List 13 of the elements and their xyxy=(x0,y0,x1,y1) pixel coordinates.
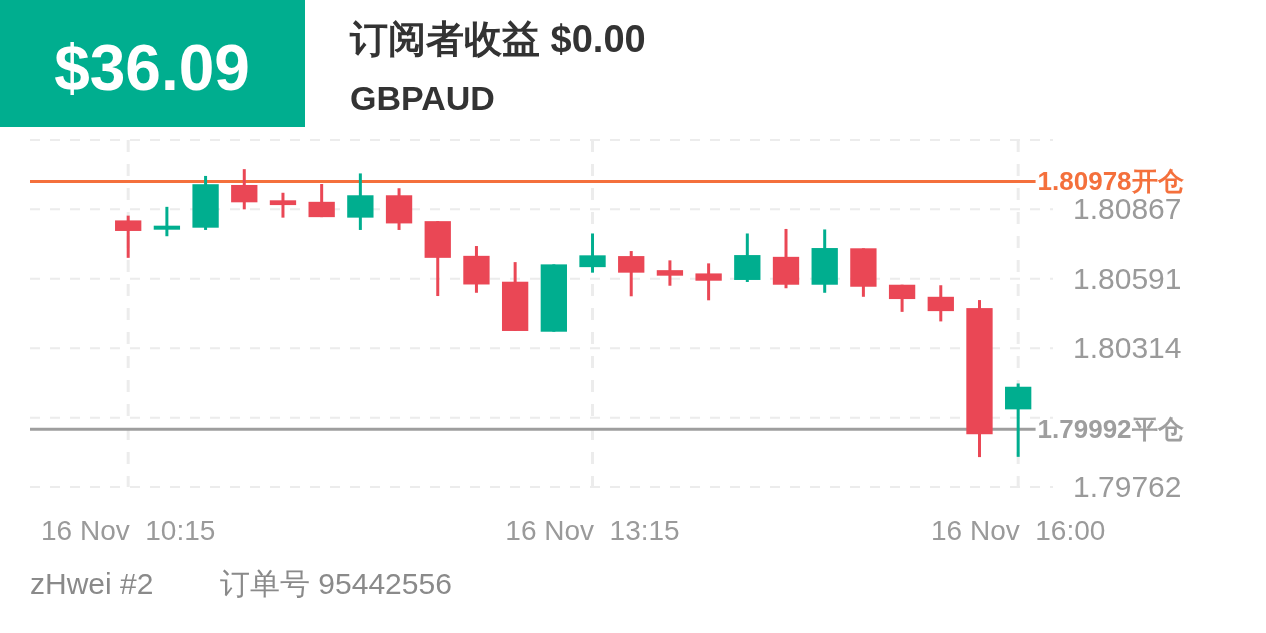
y-tick-label: 1.80591 xyxy=(1073,261,1182,295)
x-tick-label: 16 Nov 16:00 xyxy=(931,515,1106,546)
text: $36.09 xyxy=(54,32,250,104)
ref-line-label: 1.80978开仓 xyxy=(1037,166,1184,197)
text: zHwei #2 xyxy=(30,567,154,600)
ref-line-label: 1.79992平仓 xyxy=(1037,414,1184,445)
y-tick-label: 1.79762 xyxy=(1073,470,1182,503)
chart-title: 订阅者收益 $0.00 xyxy=(349,18,646,60)
x-tick-label: 16 Nov 10:15 xyxy=(41,515,216,546)
x-tick-label: 16 Nov 13:15 xyxy=(505,515,680,546)
text: 订单号 95442556 xyxy=(220,567,452,600)
y-tick-label: 1.80314 xyxy=(1073,331,1182,365)
chart-subtitle: GBPAUD xyxy=(350,79,495,117)
